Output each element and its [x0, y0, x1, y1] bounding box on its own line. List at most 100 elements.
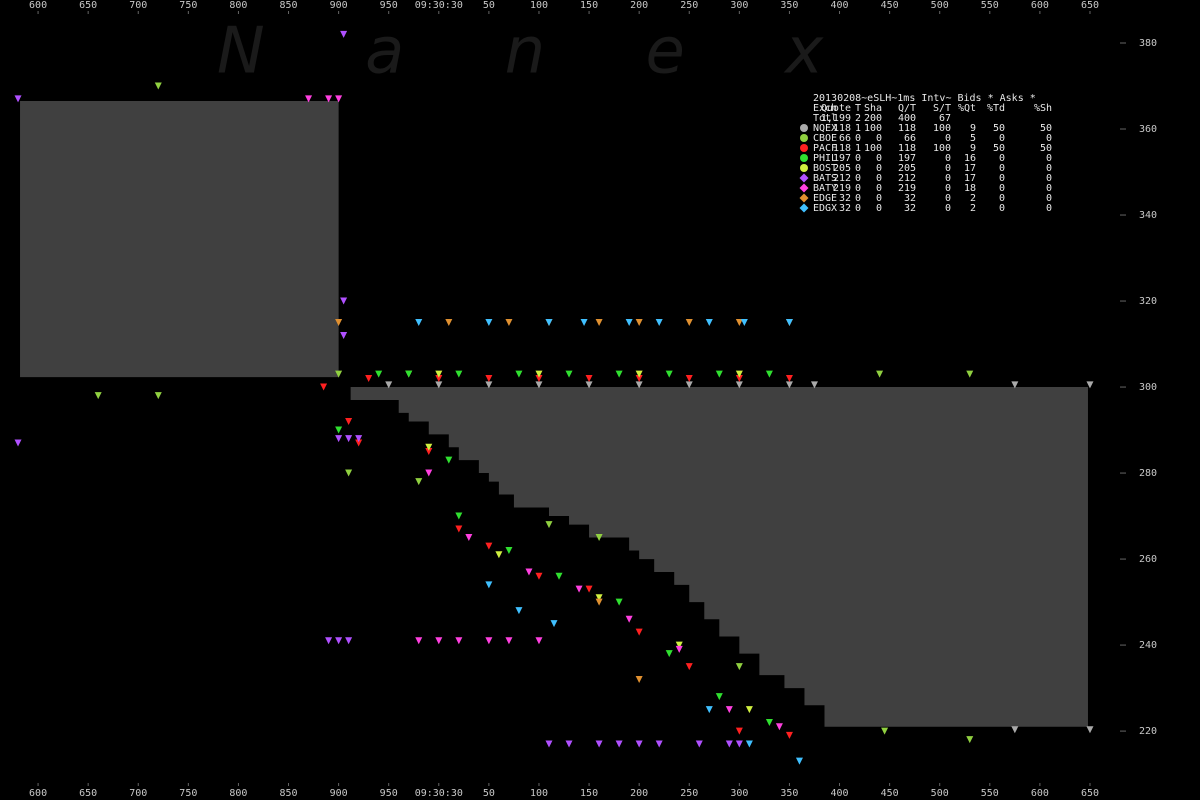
quote-marker	[355, 435, 363, 443]
legend-stat: 1	[855, 143, 861, 154]
legend-stat: 118	[898, 123, 916, 134]
quote-marker	[615, 598, 623, 606]
quote-marker	[665, 650, 673, 658]
legend-stat: 1	[855, 123, 861, 134]
quote-marker	[745, 740, 753, 748]
y-tick-label: 240	[1139, 640, 1157, 651]
quote-marker	[1086, 726, 1094, 734]
quote-marker	[635, 381, 643, 389]
x-tick-label-bottom: 550	[981, 788, 999, 799]
x-tick-label-top: 200	[630, 0, 648, 11]
legend-stat: 16	[964, 153, 976, 164]
quote-marker	[595, 598, 603, 606]
legend-stat: 0	[855, 153, 861, 164]
legend-header: Sha	[864, 103, 882, 114]
quote-marker	[485, 319, 493, 327]
quote-marker	[535, 370, 543, 378]
legend-header: Quote	[821, 103, 851, 114]
legend-stat: 0	[876, 153, 882, 164]
quote-marker	[340, 331, 348, 339]
x-tick-label-top: 150	[580, 0, 598, 11]
quote-marker	[355, 439, 363, 447]
quote-marker	[445, 456, 453, 464]
quote-marker	[595, 740, 603, 748]
legend-marker	[799, 183, 809, 193]
legend-stat: 212	[833, 173, 851, 184]
quote-marker	[335, 95, 343, 103]
x-tick-label-bottom: 350	[780, 788, 798, 799]
legend-stat: 50	[1040, 123, 1052, 134]
legend-stat: 9	[970, 123, 976, 134]
legend-stat: 0	[876, 133, 882, 144]
quote-marker	[685, 319, 693, 327]
quote-marker	[154, 82, 162, 90]
quote-marker	[345, 637, 353, 645]
quote-marker	[435, 370, 443, 378]
quote-marker	[550, 620, 558, 628]
quote-marker	[485, 581, 493, 589]
x-tick-label-bottom: 600	[1031, 788, 1049, 799]
legend-stat: 0	[876, 163, 882, 174]
quote-marker	[785, 731, 793, 739]
quote-marker	[881, 727, 889, 735]
quote-marker	[455, 370, 463, 378]
quote-marker	[615, 740, 623, 748]
spread-area	[350, 387, 1088, 727]
x-tick-label-bottom: 750	[179, 788, 197, 799]
quote-marker	[735, 663, 743, 671]
x-tick-label-top: 750	[179, 0, 197, 11]
legend-stat: 0	[945, 133, 951, 144]
legend-stat: 9	[970, 143, 976, 154]
legend-name: PHIL	[813, 153, 837, 164]
quote-marker	[725, 706, 733, 714]
quote-marker	[545, 521, 553, 529]
legend-marker	[800, 164, 808, 172]
x-tick-label-top: 450	[881, 0, 899, 11]
quote-marker	[685, 374, 693, 382]
spread-area	[20, 101, 339, 378]
quote-marker	[1011, 726, 1019, 734]
y-tick-label: 320	[1139, 296, 1157, 307]
x-tick-label-top: 300	[730, 0, 748, 11]
quote-marker	[345, 417, 353, 425]
x-tick-label-top: 09:30:30	[415, 0, 463, 11]
quote-marker	[415, 478, 423, 486]
legend-total: 67	[939, 113, 951, 124]
x-tick-label-top: 850	[279, 0, 297, 11]
legend-total: 2	[855, 113, 861, 124]
y-tick-label: 260	[1139, 554, 1157, 565]
x-tick-label-top: 500	[931, 0, 949, 11]
quote-marker	[685, 663, 693, 671]
legend-stat: 0	[1046, 203, 1052, 214]
legend-header: T	[855, 103, 861, 114]
quote-marker	[515, 370, 523, 378]
quote-marker	[735, 374, 743, 382]
quote-marker	[14, 95, 22, 103]
quote-marker	[435, 637, 443, 645]
legend-stat: 32	[839, 193, 851, 204]
legend-header: S/T	[933, 103, 951, 114]
quote-marker	[455, 637, 463, 645]
y-tick-label: 340	[1139, 210, 1157, 221]
legend-stat: 100	[864, 143, 882, 154]
x-tick-label-bottom: 850	[279, 788, 297, 799]
quote-marker	[335, 319, 343, 327]
legend-header: %Qt	[958, 103, 976, 114]
x-tick-label-bottom: 900	[330, 788, 348, 799]
quote-marker	[735, 370, 743, 378]
quote-marker	[375, 370, 383, 378]
quote-marker	[635, 374, 643, 382]
quote-marker	[685, 381, 693, 389]
legend-stat: 0	[855, 163, 861, 174]
quote-marker	[525, 568, 533, 576]
legend-stat: 205	[898, 163, 916, 174]
legend-stat: 2	[970, 193, 976, 204]
y-tick-label: 280	[1139, 468, 1157, 479]
quote-marker	[765, 370, 773, 378]
quote-marker	[495, 551, 503, 559]
legend-stat: 50	[1040, 143, 1052, 154]
quote-marker	[485, 637, 493, 645]
quote-marker	[565, 370, 573, 378]
legend-header: Exch	[813, 103, 837, 114]
legend-stat: 0	[1046, 163, 1052, 174]
